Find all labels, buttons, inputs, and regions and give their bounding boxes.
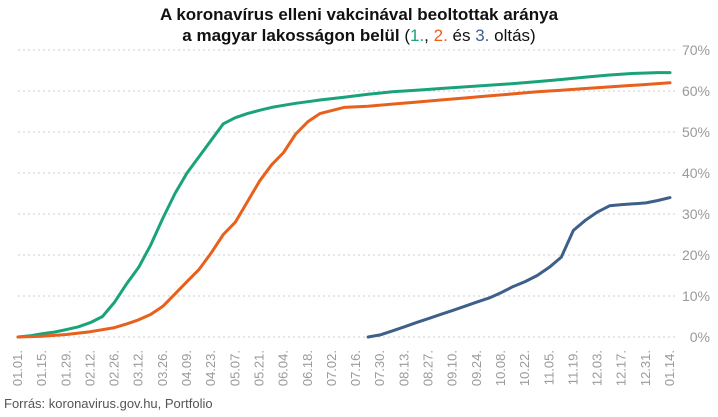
title-open-paren: ( xyxy=(399,26,410,45)
y-tick-label: 0% xyxy=(690,329,710,345)
x-tick-label: 01.01. xyxy=(10,350,25,386)
x-tick-label: 09.24. xyxy=(469,350,484,386)
title-line-2: a magyar lakosságon belül (1., 2. és 3. … xyxy=(0,25,718,46)
x-tick-label: 08.13. xyxy=(396,350,411,386)
x-tick-label: 05.07. xyxy=(227,350,242,386)
x-tick-label: 07.02. xyxy=(324,350,339,386)
x-tick-label: 01.29. xyxy=(58,350,73,386)
legend-dose-3: 3. xyxy=(475,26,490,45)
x-tick-label: 12.03. xyxy=(590,350,605,386)
y-tick-label: 60% xyxy=(682,83,710,99)
y-tick-label: 70% xyxy=(682,42,710,58)
x-tick-label: 06.04. xyxy=(276,350,291,386)
series-line-dose-2 xyxy=(16,81,672,339)
x-tick-label: 02.26. xyxy=(107,350,122,386)
y-tick-label: 40% xyxy=(682,165,710,181)
x-tick-label: 03.26. xyxy=(155,350,170,386)
y-tick-label: 10% xyxy=(682,288,710,304)
x-tick-label: 01.15. xyxy=(34,350,49,386)
x-tick-label: 09.10. xyxy=(445,350,460,386)
x-tick-label: 11.19. xyxy=(565,350,580,385)
title-line-2-main: a magyar lakosságon belül xyxy=(182,26,400,45)
series-line-dose-3 xyxy=(366,196,672,339)
legend-dose-1: 1. xyxy=(409,26,425,45)
chart-title: A koronavírus elleni vakcinával beoltott… xyxy=(0,4,718,46)
x-tick-label: 04.23. xyxy=(203,350,218,386)
x-tick-label: 07.30. xyxy=(372,350,387,386)
title-and: és xyxy=(447,26,476,45)
x-tick-label: 07.16. xyxy=(348,350,363,386)
x-tick-label: 01.14. xyxy=(662,350,677,386)
x-tick-label: 10.08. xyxy=(493,350,508,386)
x-tick-label: 08.27. xyxy=(421,350,436,386)
x-tick-label: 05.21. xyxy=(251,350,266,386)
x-tick-label: 12.17. xyxy=(614,350,629,386)
x-tick-label: 04.09. xyxy=(179,350,194,386)
y-tick-label: 20% xyxy=(682,247,710,263)
source-note: Forrás: koronavirus.gov.hu, Portfolio xyxy=(4,396,213,411)
title-suffix: oltás) xyxy=(489,26,536,45)
x-tick-label: 11.05. xyxy=(541,350,556,385)
series-line-dose-1 xyxy=(16,71,672,339)
title-comma: , xyxy=(424,26,434,45)
x-tick-label: 03.12. xyxy=(131,350,146,386)
x-tick-label: 12.31. xyxy=(638,350,653,386)
x-tick-label: 02.12. xyxy=(82,350,97,386)
title-line-1: A koronavírus elleni vakcinával beoltott… xyxy=(159,5,559,24)
legend-dose-2: 2. xyxy=(433,26,448,45)
x-tick-label: 06.18. xyxy=(300,350,315,386)
y-tick-label: 50% xyxy=(682,124,710,140)
y-tick-label: 30% xyxy=(682,206,710,222)
x-tick-label: 10.22. xyxy=(517,350,532,386)
